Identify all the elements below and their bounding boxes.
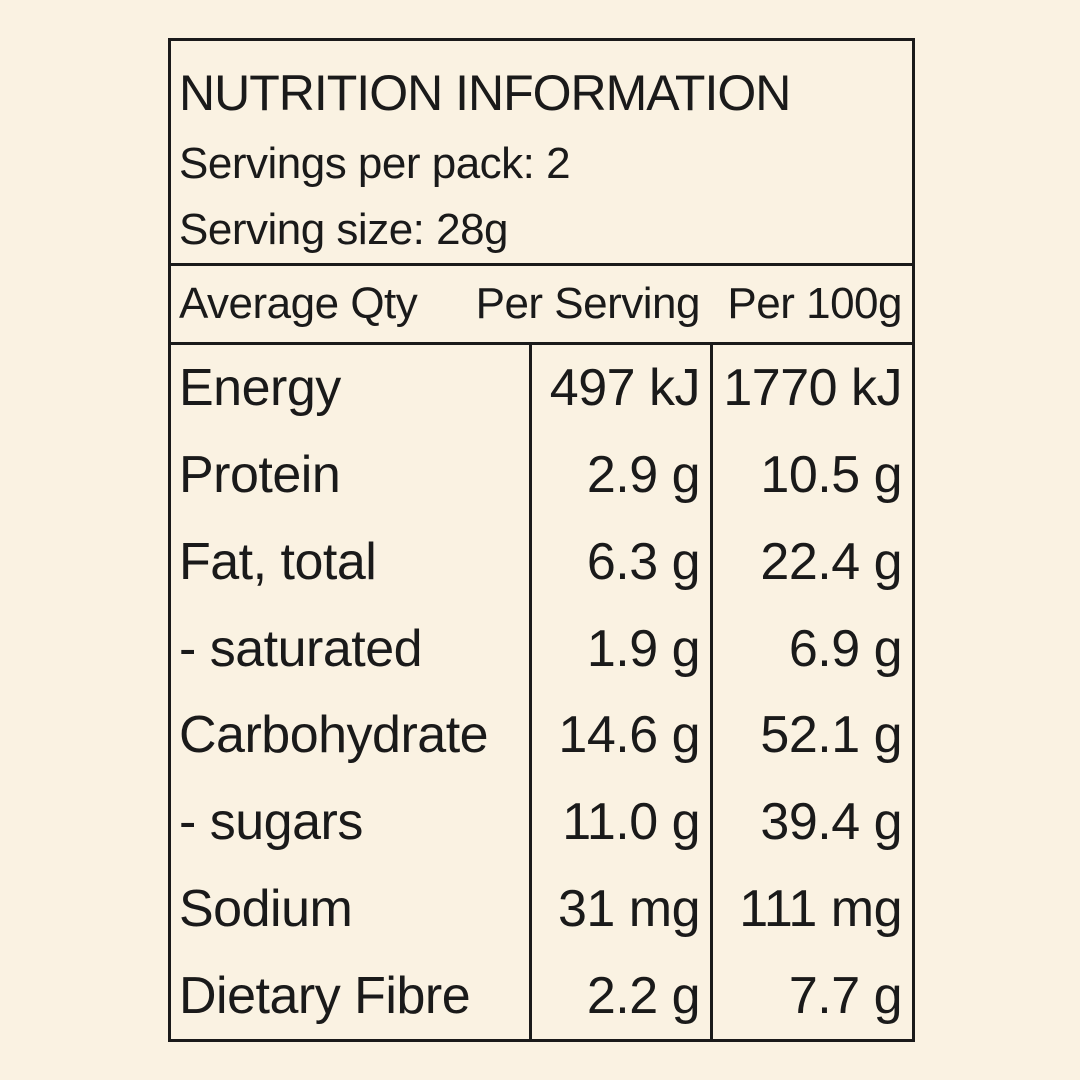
table-row-energy: Energy 497 kJ 1770 kJ [171,345,912,432]
table-row-saturated: - saturated 1.9 g 6.9 g [171,605,912,692]
per-serving-value: 14.6 g [529,692,710,779]
table-body: Energy 497 kJ 1770 kJ Protein 2.9 g 10.5… [171,345,912,1039]
table-row-protein: Protein 2.9 g 10.5 g [171,431,912,519]
table-row-carbohydrate: Carbohydrate 14.6 g 52.1 g [171,692,912,779]
per-100g-value: 7.7 g [710,952,912,1039]
row-label: - saturated [179,619,423,678]
per-serving-value: 11.0 g [529,778,710,866]
label-title: NUTRITION INFORMATION [179,65,791,121]
row-label: Carbohydrate [179,706,489,765]
row-label: Protein [179,446,341,505]
per-serving-value: 6.3 g [529,518,710,606]
per-serving-value: 2.9 g [529,431,710,519]
per-100g-value: 10.5 g [710,431,912,519]
row-label: Fat, total [179,532,377,591]
column-header-per-serving: Per Serving [475,279,701,328]
per-serving-value: 2.2 g [529,952,710,1039]
table-header-row: Average Qty Per Serving Per 100g [171,266,912,345]
row-label: - sugars [179,793,363,852]
row-label: Dietary Fibre [179,966,471,1025]
per-100g-value: 111 mg [710,865,912,953]
column-header-per-100g: Per 100g [727,279,902,328]
per-serving-value: 497 kJ [529,345,710,432]
table-row-fat-total: Fat, total 6.3 g 22.4 g [171,518,912,606]
per-100g-value: 22.4 g [710,518,912,606]
per-100g-value: 6.9 g [710,605,912,692]
serving-size: Serving size: 28g [179,205,509,254]
nutrition-label-panel: NUTRITION INFORMATION Servings per pack:… [168,38,915,1042]
table-row-sugars: - sugars 11.0 g 39.4 g [171,778,912,866]
column-header-average-qty: Average Qty [179,279,418,328]
row-label: Sodium [179,879,353,938]
row-label: Energy [179,359,341,418]
per-100g-value: 39.4 g [710,778,912,866]
per-serving-value: 1.9 g [529,605,710,692]
servings-per-pack: Servings per pack: 2 [179,139,571,188]
table-row-dietary-fibre: Dietary Fibre 2.2 g 7.7 g [171,952,912,1039]
label-header-section: NUTRITION INFORMATION Servings per pack:… [171,41,912,266]
table-row-sodium: Sodium 31 mg 111 mg [171,865,912,953]
per-100g-value: 52.1 g [710,692,912,779]
per-100g-value: 1770 kJ [710,345,912,432]
per-serving-value: 31 mg [529,865,710,953]
